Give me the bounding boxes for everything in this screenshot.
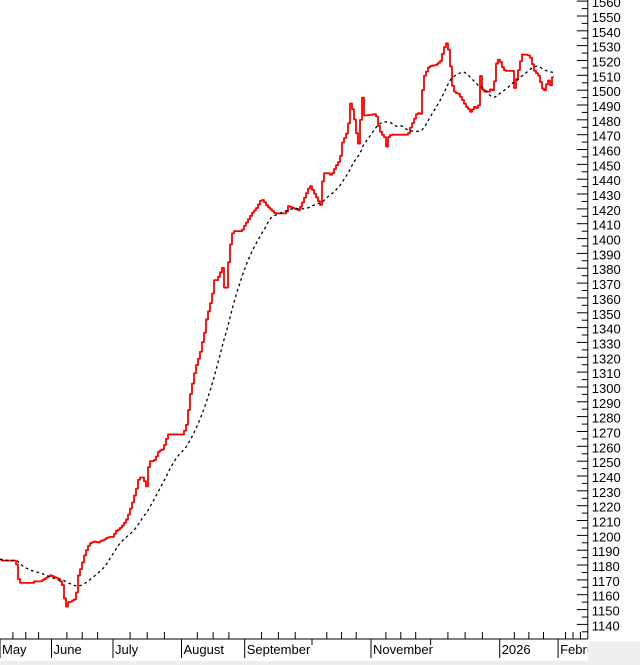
svg-text:1380: 1380 [592,262,621,277]
svg-text:1450: 1450 [592,158,621,173]
svg-text:1270: 1270 [592,426,621,441]
svg-text:1500: 1500 [592,84,621,99]
svg-text:1250: 1250 [592,455,621,470]
svg-text:July: July [115,642,139,657]
svg-text:1480: 1480 [592,114,621,129]
svg-text:August: August [184,642,225,657]
svg-text:1240: 1240 [592,470,621,485]
svg-text:1180: 1180 [592,559,620,574]
svg-text:1300: 1300 [592,381,621,396]
svg-text:1520: 1520 [592,55,621,70]
svg-text:1370: 1370 [592,277,621,292]
svg-text:1390: 1390 [592,247,621,262]
svg-text:2026: 2026 [502,642,531,657]
svg-text:1440: 1440 [592,173,621,188]
svg-text:1530: 1530 [592,40,621,55]
svg-text:June: June [54,642,82,657]
svg-text:1310: 1310 [592,366,621,381]
svg-text:1150: 1150 [592,604,620,619]
svg-text:1290: 1290 [592,396,621,411]
svg-text:1430: 1430 [592,188,621,203]
svg-text:1200: 1200 [592,529,621,544]
svg-text:1420: 1420 [592,203,621,218]
svg-text:1330: 1330 [592,336,621,351]
svg-text:1210: 1210 [592,515,621,530]
svg-text:1490: 1490 [592,99,621,114]
svg-text:1470: 1470 [592,129,621,144]
svg-text:1350: 1350 [592,307,621,322]
svg-text:1360: 1360 [592,292,621,307]
svg-text:1560: 1560 [592,0,621,10]
svg-text:September: September [247,642,311,657]
svg-text:November: November [373,642,434,657]
svg-text:1230: 1230 [592,485,621,500]
svg-text:1540: 1540 [592,25,621,40]
svg-text:1140: 1140 [592,618,620,633]
svg-text:1400: 1400 [592,233,621,248]
svg-text:1260: 1260 [592,440,621,455]
svg-text:1460: 1460 [592,144,621,159]
svg-text:1340: 1340 [592,322,621,337]
svg-text:1280: 1280 [592,411,621,426]
svg-text:1550: 1550 [592,10,621,25]
svg-text:1160: 1160 [592,589,620,604]
svg-text:1320: 1320 [592,351,621,366]
svg-text:1190: 1190 [592,544,620,559]
svg-text:1510: 1510 [592,69,621,84]
svg-text:1410: 1410 [592,218,621,233]
svg-text:1220: 1220 [592,500,621,515]
svg-text:May: May [2,642,27,657]
svg-text:1170: 1170 [592,574,620,589]
